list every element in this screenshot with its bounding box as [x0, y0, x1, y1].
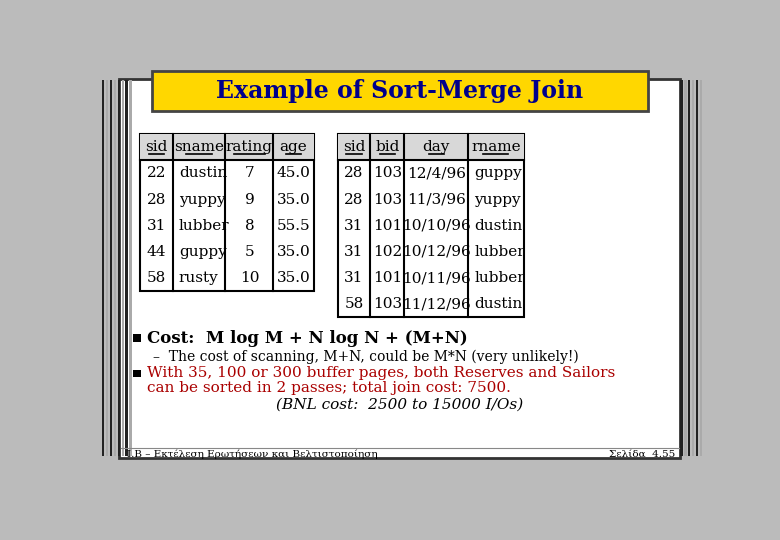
Bar [133, 334, 141, 342]
Text: 103: 103 [373, 166, 402, 180]
Bar [129, 80, 132, 456]
Text: day: day [423, 140, 450, 154]
Bar [338, 134, 523, 160]
Bar [707, 80, 710, 456]
Text: 58: 58 [147, 271, 166, 285]
Text: 22: 22 [147, 166, 166, 180]
Bar [122, 80, 124, 456]
Text: 35.0: 35.0 [277, 245, 310, 259]
Bar [106, 80, 108, 456]
Text: lubber: lubber [474, 245, 525, 259]
Text: sid: sid [343, 140, 365, 154]
Bar [126, 80, 128, 456]
Text: lubber: lubber [179, 219, 229, 233]
Text: dustin: dustin [179, 166, 227, 180]
Text: 10/12/96: 10/12/96 [402, 245, 470, 259]
Bar [140, 134, 314, 160]
Text: 5: 5 [245, 245, 254, 259]
Text: bid: bid [375, 140, 399, 154]
Text: rname: rname [471, 140, 521, 154]
Text: yuppy: yuppy [179, 193, 225, 206]
Bar [118, 80, 120, 456]
Text: Cost:  M log M + N log N + (M+N): Cost: M log M + N log N + (M+N) [147, 329, 468, 347]
Text: sname: sname [174, 140, 224, 154]
Text: 9: 9 [244, 193, 254, 206]
Text: 28: 28 [344, 166, 363, 180]
Text: 8: 8 [245, 219, 254, 233]
Text: 101: 101 [373, 219, 402, 233]
Text: 58: 58 [345, 297, 363, 311]
Text: lubber: lubber [474, 271, 525, 285]
Text: 10/10/96: 10/10/96 [402, 219, 470, 233]
Bar [102, 80, 105, 456]
Text: I.B – Εκτέλεση Ερωτήσεων και Βελτιστοποίηση: I.B – Εκτέλεση Ερωτήσεων και Βελτιστοποί… [127, 450, 378, 459]
Text: guppy: guppy [474, 166, 522, 180]
Text: 28: 28 [147, 193, 166, 206]
Text: 31: 31 [344, 219, 363, 233]
Text: 103: 103 [373, 193, 402, 206]
Text: 12/4/96: 12/4/96 [406, 166, 466, 180]
Text: sid: sid [145, 140, 168, 154]
Text: Example of Sort-Merge Join: Example of Sort-Merge Join [216, 79, 583, 103]
Text: Σελίδα  4.55: Σελίδα 4.55 [608, 450, 675, 459]
Text: age: age [280, 140, 307, 154]
Text: 31: 31 [147, 219, 166, 233]
Text: 11/12/96: 11/12/96 [402, 297, 470, 311]
Text: 101: 101 [373, 271, 402, 285]
Text: can be sorted in 2 passes; total join cost: 7500.: can be sorted in 2 passes; total join co… [147, 381, 511, 395]
Text: 103: 103 [373, 297, 402, 311]
Bar [700, 80, 702, 456]
Bar [338, 134, 523, 318]
Bar [684, 80, 686, 456]
Text: –  The cost of scanning, M+N, could be M*N (very unlikely!): – The cost of scanning, M+N, could be M*… [154, 349, 579, 364]
Text: rating: rating [226, 140, 273, 154]
Text: 44: 44 [147, 245, 166, 259]
Bar [704, 80, 706, 456]
Text: With 35, 100 or 300 buffer pages, both Reserves and Sailors: With 35, 100 or 300 buffer pages, both R… [147, 366, 615, 380]
Text: 10/11/96: 10/11/96 [402, 271, 470, 285]
Text: 35.0: 35.0 [277, 193, 310, 206]
Text: dustin: dustin [474, 297, 523, 311]
Text: 28: 28 [344, 193, 363, 206]
Bar [152, 71, 647, 111]
Text: (BNL cost:  2500 to 15000 I/Os): (BNL cost: 2500 to 15000 I/Os) [276, 398, 523, 412]
Text: 55.5: 55.5 [277, 219, 310, 233]
Text: guppy: guppy [179, 245, 227, 259]
Text: dustin: dustin [474, 219, 523, 233]
Bar [140, 134, 314, 291]
Bar [688, 80, 690, 456]
Bar [692, 80, 694, 456]
Text: 35.0: 35.0 [277, 271, 310, 285]
Text: 7: 7 [245, 166, 254, 180]
Text: yuppy: yuppy [474, 193, 521, 206]
Bar [110, 80, 112, 456]
Text: 45.0: 45.0 [277, 166, 310, 180]
Bar [114, 80, 116, 456]
Text: 31: 31 [344, 245, 363, 259]
Text: rusty: rusty [179, 271, 218, 285]
Text: 11/3/96: 11/3/96 [406, 193, 466, 206]
Text: 102: 102 [373, 245, 402, 259]
Bar [133, 370, 141, 377]
Text: 10: 10 [239, 271, 259, 285]
Bar [696, 80, 698, 456]
Bar [680, 80, 682, 456]
Text: 31: 31 [344, 271, 363, 285]
